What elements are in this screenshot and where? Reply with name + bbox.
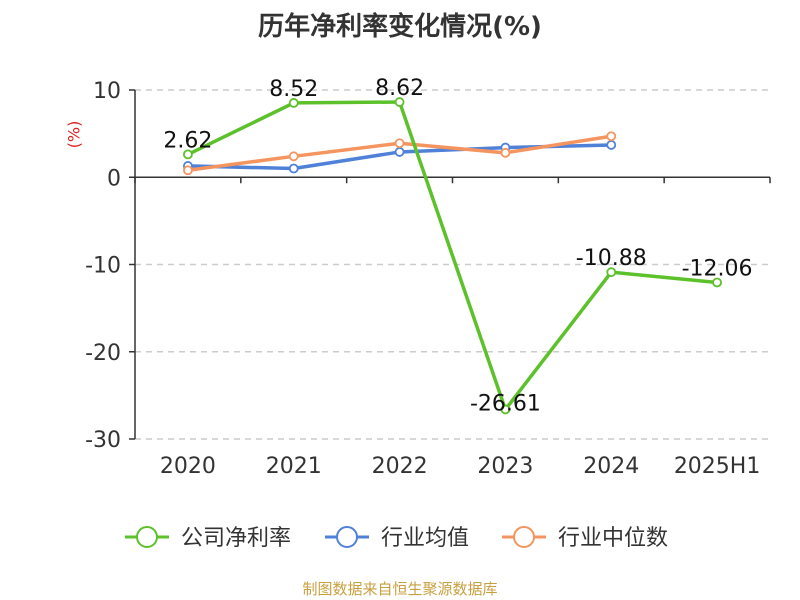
data-point [500, 147, 511, 158]
legend-label: 行业均值 [381, 526, 469, 551]
x-tick-label: 2021 [266, 454, 322, 479]
data-point [712, 277, 722, 288]
y-tick-label: 0 [107, 166, 121, 191]
chart-title: 历年净利率变化情况(%) [258, 12, 542, 42]
legend-marker [336, 526, 358, 548]
data-label: -26.61 [470, 391, 541, 416]
x-tick-label: 2020 [160, 454, 216, 479]
data-point [606, 131, 617, 142]
series-line-0 [187, 100, 718, 412]
x-tick-label: 2025H1 [674, 454, 761, 479]
legend-marker [513, 526, 535, 548]
data-point [500, 404, 511, 415]
data-point [183, 149, 193, 160]
y-tick-label: 10 [93, 79, 121, 104]
data-label: 8.62 [375, 76, 424, 101]
data-point [394, 97, 405, 107]
legend-label: 公司净利率 [181, 526, 291, 551]
legend-label: 行业中位数 [558, 526, 668, 551]
x-tick-label: 2024 [583, 454, 639, 479]
data-point [183, 165, 193, 176]
y-tick-label: -20 [85, 341, 121, 366]
data-point [288, 151, 299, 162]
data-label: -12.06 [682, 256, 753, 281]
y-tick-label: -10 [85, 254, 121, 279]
data-point [394, 147, 405, 157]
data-point [606, 140, 617, 150]
data-label: 2.62 [163, 128, 212, 153]
y-tick-label: -30 [85, 428, 121, 453]
x-tick-label: 2023 [477, 454, 533, 479]
source-footer: 制图数据来自恒生聚源数据库 [302, 580, 498, 598]
data-label: 8.52 [269, 77, 318, 102]
x-tick-label: 2022 [372, 454, 428, 479]
data-point [288, 98, 299, 108]
data-point [288, 163, 299, 174]
legend-marker [136, 526, 158, 548]
data-point [394, 138, 405, 149]
data-label: -10.88 [576, 246, 647, 271]
data-point [606, 267, 617, 278]
